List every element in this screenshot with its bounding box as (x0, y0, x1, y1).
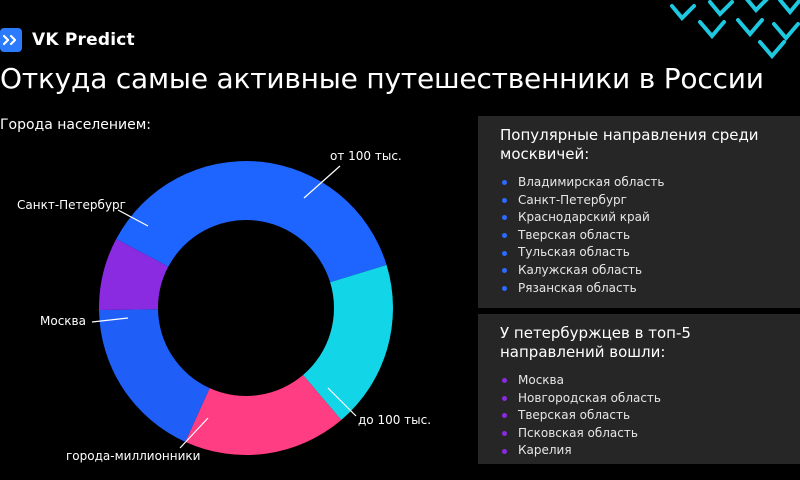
list-item: Тверская область (502, 227, 800, 245)
list-item: Санкт-Петербург (502, 192, 800, 210)
list-item: Калужская область (502, 262, 800, 280)
slice-label-2: города-миллионники (66, 449, 200, 463)
slice-label-0: от 100 тыс. (330, 149, 402, 163)
leader-line-4 (117, 209, 149, 227)
list-item: Тульская область (502, 244, 800, 262)
donut-chart: от 100 тыс. до 100 тыс. города-миллионники… (17, 149, 431, 463)
page-title: Откуда самые активные путешественники в … (0, 62, 764, 95)
leader-line-0 (303, 165, 341, 199)
decorative-chevrons (670, 0, 800, 60)
brand-logo: VK Predict (0, 28, 135, 52)
list-item: Москва (502, 372, 800, 390)
donut-slice-0 (116, 161, 387, 283)
spb-destinations-panel: У петербуржцев в топ-5 направлений вошли… (478, 314, 800, 464)
brand-name: VK Predict (32, 30, 135, 50)
bullet-dot (502, 448, 507, 454)
list-item: Псковская область (502, 425, 800, 443)
bullet-dot (502, 395, 507, 401)
donut-slice-3 (99, 309, 210, 442)
moscow-panel-title: Популярные направления среди москвичей: (500, 126, 759, 163)
chart-subtitle: Города населением: (0, 117, 152, 133)
donut-slice-2 (185, 375, 342, 455)
bullet-dot (502, 268, 507, 274)
bullet-dot (502, 180, 507, 186)
list-item: Владимирская область (502, 174, 800, 192)
bullet-dot (502, 431, 507, 437)
list-item: Карелия (502, 442, 800, 460)
leader-line-1 (327, 387, 357, 417)
bullet-dot (502, 413, 507, 419)
bullet-dot (502, 378, 507, 384)
bullet-dot (502, 250, 507, 256)
leader-line-3 (91, 317, 129, 323)
spb-panel-title: У петербуржцев в топ-5 направлений вошли… (500, 324, 691, 361)
leader-line-2 (179, 417, 209, 449)
moscow-destinations-panel: Популярные направления среди москвичей: … (478, 116, 800, 308)
vk-logo-icon (0, 28, 22, 52)
bullet-dot (502, 215, 507, 221)
donut-slice-1 (303, 265, 393, 420)
list-item: Тверская область (502, 407, 800, 425)
bullet-dot (502, 197, 507, 203)
list-item: Новгородская область (502, 390, 800, 408)
slice-label-3: Москва (40, 314, 86, 328)
donut-slice-4 (99, 238, 169, 311)
slice-label-4: Санкт-Петербург (17, 198, 126, 212)
bullet-dot (502, 285, 507, 291)
slice-label-1: до 100 тыс. (358, 413, 431, 427)
list-item: Краснодарский край (502, 209, 800, 227)
list-item: Рязанская область (502, 280, 800, 298)
bullet-dot (502, 233, 507, 239)
